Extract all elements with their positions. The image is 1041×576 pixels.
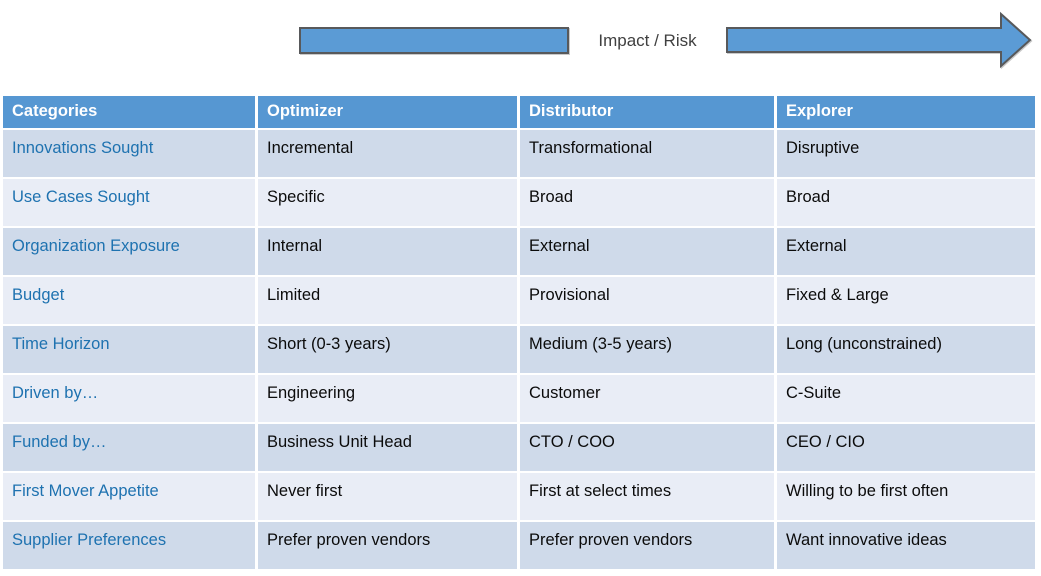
impact-risk-banner: Impact / Risk — [0, 0, 1041, 94]
cell-explorer: Long (unconstrained) — [777, 326, 1035, 373]
table-row: Innovations Sought Incremental Transform… — [3, 130, 1035, 177]
table-row: Use Cases Sought Specific Broad Broad — [3, 179, 1035, 226]
cell-distributor: Transformational — [520, 130, 774, 177]
column-header-distributor: Distributor — [520, 96, 774, 128]
row-category-label: Organization Exposure — [3, 228, 255, 275]
table-row: Organization Exposure Internal External … — [3, 228, 1035, 275]
comparison-table: Categories Optimizer Distributor Explore… — [0, 94, 1038, 571]
cell-distributor: Medium (3-5 years) — [520, 326, 774, 373]
row-category-label: Time Horizon — [3, 326, 255, 373]
row-category-label: Funded by… — [3, 424, 255, 471]
column-header-categories: Categories — [3, 96, 255, 128]
cell-optimizer: Engineering — [258, 375, 517, 422]
row-category-label: Innovations Sought — [3, 130, 255, 177]
header-row: Categories Optimizer Distributor Explore… — [3, 96, 1035, 128]
cell-explorer: External — [777, 228, 1035, 275]
impact-risk-arrow-icon — [299, 11, 1032, 69]
cell-optimizer: Internal — [258, 228, 517, 275]
cell-explorer: Broad — [777, 179, 1035, 226]
arrow-head-shape — [726, 11, 1032, 69]
cell-distributor: Customer — [520, 375, 774, 422]
impact-risk-label: Impact / Risk — [598, 30, 697, 50]
cell-distributor: Broad — [520, 179, 774, 226]
row-category-label: Supplier Preferences — [3, 522, 255, 569]
cell-distributor: CTO / COO — [520, 424, 774, 471]
cell-optimizer: Business Unit Head — [258, 424, 517, 471]
table-row: Budget Limited Provisional Fixed & Large — [3, 277, 1035, 324]
cell-distributor: First at select times — [520, 473, 774, 520]
cell-explorer: C-Suite — [777, 375, 1035, 422]
row-category-label: Driven by… — [3, 375, 255, 422]
cell-optimizer: Limited — [258, 277, 517, 324]
cell-optimizer: Never first — [258, 473, 517, 520]
cell-optimizer: Prefer proven vendors — [258, 522, 517, 569]
arrow-tail-bar — [299, 27, 569, 54]
cell-explorer: Fixed & Large — [777, 277, 1035, 324]
cell-distributor: External — [520, 228, 774, 275]
cell-optimizer: Specific — [258, 179, 517, 226]
column-header-explorer: Explorer — [777, 96, 1035, 128]
cell-distributor: Prefer proven vendors — [520, 522, 774, 569]
column-header-optimizer: Optimizer — [258, 96, 517, 128]
table-row: Supplier Preferences Prefer proven vendo… — [3, 522, 1035, 569]
cell-explorer: Willing to be first often — [777, 473, 1035, 520]
cell-explorer: CEO / CIO — [777, 424, 1035, 471]
row-category-label: First Mover Appetite — [3, 473, 255, 520]
cell-explorer: Disruptive — [777, 130, 1035, 177]
table-row: Funded by… Business Unit Head CTO / COO … — [3, 424, 1035, 471]
cell-explorer: Want innovative ideas — [777, 522, 1035, 569]
row-category-label: Budget — [3, 277, 255, 324]
table-row: Driven by… Engineering Customer C-Suite — [3, 375, 1035, 422]
table-row: First Mover Appetite Never first First a… — [3, 473, 1035, 520]
row-category-label: Use Cases Sought — [3, 179, 255, 226]
cell-distributor: Provisional — [520, 277, 774, 324]
cell-optimizer: Short (0-3 years) — [258, 326, 517, 373]
cell-optimizer: Incremental — [258, 130, 517, 177]
table-row: Time Horizon Short (0-3 years) Medium (3… — [3, 326, 1035, 373]
